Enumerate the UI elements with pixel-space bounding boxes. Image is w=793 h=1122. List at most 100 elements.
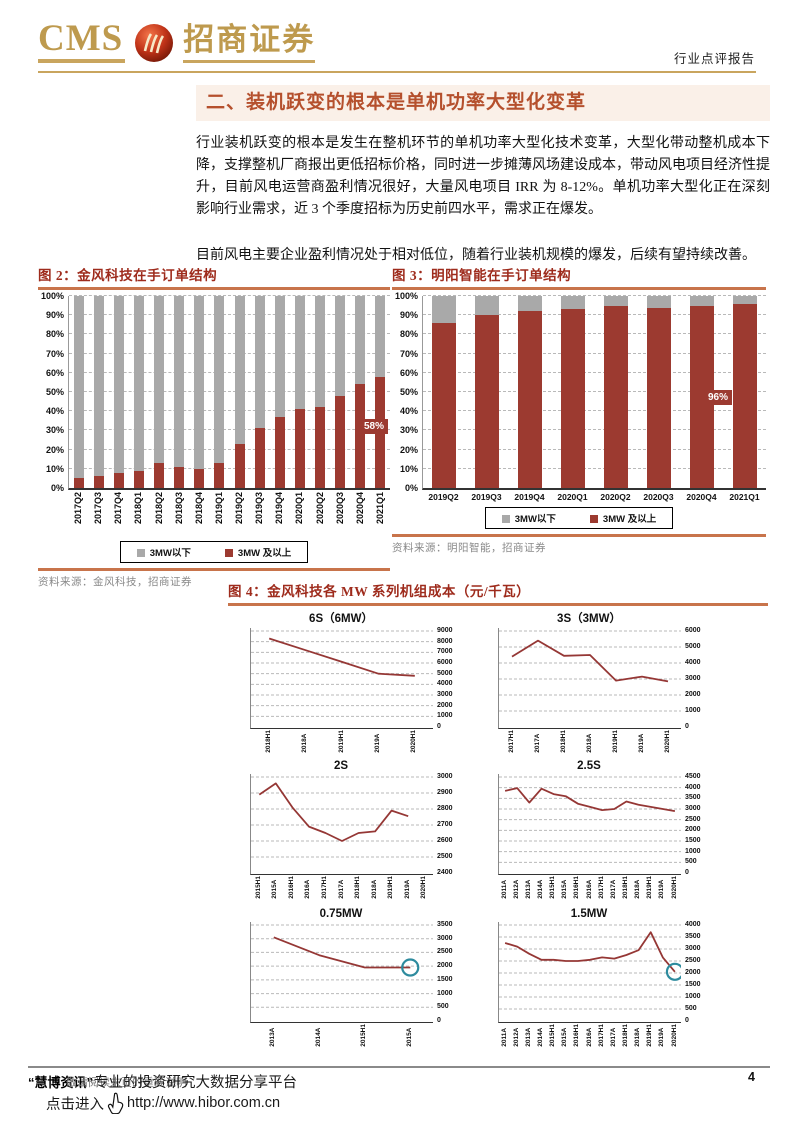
x-tick-label: 2017Q4: [113, 492, 124, 525]
bar-slot: [109, 296, 129, 488]
panel-x-tick-label: 2020H1: [670, 1024, 678, 1047]
gridline: [69, 371, 390, 373]
panel-y-tick-label: 2900: [437, 789, 453, 796]
panel-x-tick-label: 2014A: [536, 879, 544, 899]
panel-x-tick-label: 2015H1: [254, 876, 262, 899]
figure-3-title: 图 3：明阳智能在手订单结构: [392, 264, 766, 290]
panel-x-tick-label: 2014A: [314, 1027, 322, 1047]
legend-label: 3MW 及以上: [237, 548, 292, 559]
bar-slot: [169, 296, 189, 488]
panel-x-tick-label: 2013A: [524, 1027, 532, 1047]
gridline: [423, 371, 766, 373]
y-tick-label: 40%: [399, 406, 418, 417]
bar-slot: [230, 296, 250, 488]
panel-y-tick-label: 0: [437, 1017, 441, 1024]
hibor-url-link[interactable]: http://www.hibor.com.cn: [127, 1095, 281, 1111]
panel-x-tick-label: 2016A: [585, 879, 593, 899]
bar-slot: [723, 296, 766, 488]
bar-slot: [370, 296, 390, 488]
bar-segment-below-3mw: [294, 296, 305, 410]
gridline: [423, 295, 766, 296]
y-axis-labels: 100% 90% 80% 70% 60% 50% 40% 30% 20% 10% 0%: [38, 291, 68, 493]
bar-segment-below-3mw: [94, 296, 105, 477]
bar-segment-3mw-plus: [114, 472, 125, 488]
panel-y-tick-label: 2000: [685, 826, 701, 834]
panel-y-tick-label: 2400: [437, 869, 453, 876]
panel-y-tick-label: 3000: [437, 773, 453, 780]
bar-segment-below-3mw: [74, 296, 85, 479]
x-tick-label: 2020Q1: [294, 492, 305, 525]
click-enter-label: 点击进入: [46, 1096, 104, 1113]
bar-segment-3mw-plus: [334, 395, 345, 488]
panel-x-tick-label: 2019H1: [611, 730, 619, 753]
x-tick-label: 2019Q2: [234, 492, 245, 525]
panel-y-tick-label: 1500: [437, 975, 453, 983]
legend-swatch-gray: [501, 515, 510, 524]
bar-slot: [250, 296, 270, 488]
stacked-bar: [94, 296, 105, 488]
legend-swatch-gray: [136, 549, 145, 558]
figure-2: 图 2：金风科技在手订单结构 100% 90% 80% 70% 60% 50% 40% 30%…: [38, 264, 390, 589]
panel-y-tick-label: 1500: [685, 837, 701, 844]
x-tick-label: 2019Q4: [274, 492, 285, 525]
panel-x-tick-label: 2019A: [637, 733, 645, 753]
panel-x-tick-label: 2018H1: [354, 876, 362, 899]
panel-x-tick-label: 2013A: [269, 1027, 277, 1047]
hand-pointer-icon: [107, 1092, 124, 1115]
footer-divider: [28, 1066, 770, 1068]
stacked-bar: [354, 296, 365, 488]
figure-4-panels: 6S（6MW） 9000 8000 7000 6000 5000 4000 3000 2000…: [250, 610, 750, 1058]
panel-y-tick-label: 2000: [685, 691, 701, 698]
stacked-bar: [74, 296, 85, 488]
bar-segment-3mw-plus: [603, 305, 628, 488]
gridline: [69, 314, 390, 316]
panel-y-tick-label: 3500: [685, 933, 701, 940]
bar-segment-below-3mw: [646, 296, 671, 308]
x-tick-label: 2019Q3: [471, 492, 502, 502]
bars: [423, 296, 766, 488]
hibor-tagline: 专业的投资研究大数据分享平台: [94, 1075, 297, 1091]
figure-bottom-rule: [38, 568, 390, 571]
x-tick-label: 2018Q2: [153, 492, 164, 525]
bar-segment-below-3mw: [354, 296, 365, 385]
panel-x-tick-label: 2017H1: [597, 1024, 605, 1047]
data-callout: 96%: [703, 390, 732, 406]
x-tick-label: 2020Q4: [354, 492, 365, 525]
gridline: [69, 410, 390, 412]
panel-y-tick-label: 2600: [437, 837, 453, 844]
panel-x-axis: 2011A 2012A 2013A 2014A 2015H1 2015A 2016H1 201…: [498, 1024, 680, 1047]
cms-logo-text: CMS: [38, 20, 126, 63]
bar-segment-below-3mw: [518, 296, 543, 312]
bar-slot: [423, 296, 466, 488]
legend-swatch-red: [224, 549, 233, 558]
bar-slot: [350, 296, 370, 488]
bar-segment-3mw-plus: [518, 311, 543, 488]
figure4-panel-6s: 6S（6MW） 9000 8000 7000 6000 5000 4000 3000 2000…: [250, 610, 498, 760]
bar-slot: [310, 296, 330, 488]
bar-slot: [330, 296, 350, 488]
bar-slot: [89, 296, 109, 488]
gridline: [423, 391, 766, 392]
stacked-bar: [214, 296, 225, 488]
legend-item: 3MW 及以上: [224, 545, 292, 559]
bar-slot: [552, 296, 595, 488]
panel-y-tick-label: 1000: [685, 847, 701, 855]
y-tick-label: 20%: [45, 444, 64, 455]
panel-x-tick-label: 2017H1: [507, 730, 515, 753]
panel-x-tick-label: 2016H1: [573, 1024, 581, 1047]
panel-x-tick-label: 2017H1: [320, 876, 328, 899]
panel-x-tick-label: 2018H1: [559, 730, 567, 753]
panel-y-axis: 4000 3500 3000 2500 2000 1500 1000 500 0: [681, 921, 713, 1024]
panel-x-tick-label: 2018H1: [621, 1024, 629, 1047]
line-chart: [250, 774, 433, 875]
bar-slot: [595, 296, 638, 488]
y-tick-label: 80%: [399, 329, 418, 340]
stacked-bar: [194, 296, 205, 488]
x-tick-label: 2020Q4: [686, 492, 717, 502]
y-tick-label: 100%: [40, 291, 64, 301]
stacked-bar: [274, 296, 285, 488]
bar-slot: [270, 296, 290, 488]
panel-y-axis: 3500 3000 2500 2000 1500 1000 500 0: [433, 921, 465, 1024]
y-tick-label: 70%: [399, 348, 418, 359]
